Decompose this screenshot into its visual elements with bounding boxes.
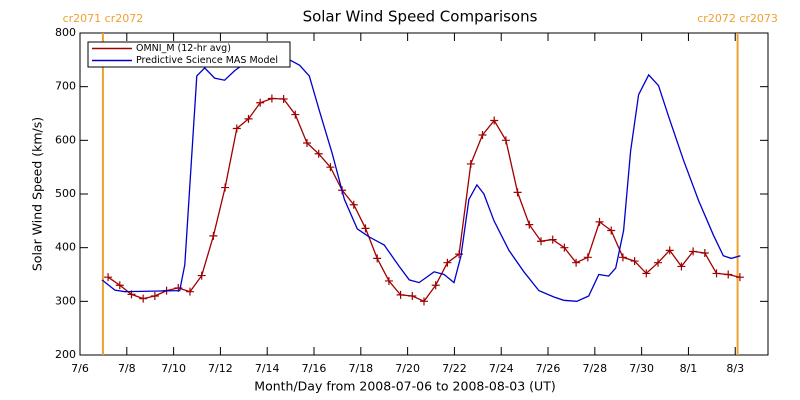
point-marker xyxy=(209,231,218,240)
series-line xyxy=(107,97,741,303)
point-marker xyxy=(735,273,744,282)
point-marker xyxy=(712,269,721,278)
y-tick-label: 300 xyxy=(55,294,76,307)
point-marker xyxy=(537,237,546,246)
x-tick-label: 8/1 xyxy=(680,362,698,375)
annotation: cr2071 cr2072 xyxy=(63,12,144,25)
x-tick-label: 8/3 xyxy=(726,362,744,375)
x-tick-label: 7/16 xyxy=(302,362,327,375)
x-tick-label: 7/28 xyxy=(582,362,607,375)
y-tick-label: 400 xyxy=(55,241,76,254)
point-marker xyxy=(665,246,674,255)
annotation: cr2072 cr2073 xyxy=(697,12,778,25)
point-marker xyxy=(548,235,557,244)
point-marker xyxy=(279,95,288,104)
x-tick-label: 7/8 xyxy=(118,362,136,375)
point-marker xyxy=(525,220,534,229)
x-tick-label: 7/10 xyxy=(161,362,186,375)
point-marker xyxy=(607,226,616,235)
x-tick-label: 7/18 xyxy=(348,362,373,375)
point-marker xyxy=(349,200,358,209)
series-line xyxy=(101,54,741,302)
x-tick-label: 7/26 xyxy=(536,362,561,375)
point-marker xyxy=(221,183,230,192)
point-marker xyxy=(431,281,440,290)
point-marker xyxy=(396,290,405,299)
point-marker xyxy=(654,258,663,267)
point-marker xyxy=(583,253,592,262)
point-marker xyxy=(572,258,581,267)
point-marker xyxy=(618,253,627,262)
legend-box xyxy=(87,41,291,68)
legend-label: Predictive Science MAS Model xyxy=(136,55,278,66)
point-marker xyxy=(373,254,382,263)
point-marker xyxy=(466,159,475,168)
point-marker xyxy=(244,114,253,123)
point-marker xyxy=(302,139,311,148)
point-marker xyxy=(104,273,113,282)
point-marker xyxy=(139,294,148,303)
point-marker xyxy=(724,270,733,279)
y-tick-label: 200 xyxy=(55,348,76,361)
point-marker xyxy=(314,149,323,158)
x-tick-label: 7/6 xyxy=(71,362,89,375)
x-tick-label: 7/22 xyxy=(442,362,467,375)
point-marker xyxy=(501,136,510,145)
x-axis-label: Month/Day from 2008-07-06 to 2008-08-03 … xyxy=(254,379,555,394)
point-marker xyxy=(326,163,335,172)
point-marker xyxy=(642,269,651,278)
point-marker xyxy=(689,247,698,256)
plot-frame xyxy=(79,32,769,356)
x-tick-label: 7/20 xyxy=(395,362,420,375)
y-axis-label: Solar Wind Speed (km/s) xyxy=(30,117,45,271)
point-marker xyxy=(478,130,487,139)
x-tick-label: 7/24 xyxy=(489,362,514,375)
point-marker xyxy=(115,281,124,290)
point-marker xyxy=(408,291,417,300)
point-marker xyxy=(677,262,686,271)
point-marker xyxy=(232,124,241,133)
x-tick-label: 7/14 xyxy=(255,362,280,375)
legend-label: OMNI_M (12-hr avg) xyxy=(136,43,231,54)
point-marker xyxy=(560,243,569,252)
point-marker xyxy=(197,271,206,280)
point-marker xyxy=(420,297,428,306)
point-marker xyxy=(185,287,194,296)
point-marker xyxy=(513,188,522,197)
y-tick-label: 700 xyxy=(55,80,76,93)
point-marker xyxy=(630,257,639,266)
x-tick-label: 7/12 xyxy=(208,362,233,375)
point-marker xyxy=(490,116,499,125)
y-tick-label: 800 xyxy=(55,26,76,39)
point-marker xyxy=(443,258,452,267)
point-marker xyxy=(291,110,300,119)
point-marker xyxy=(700,249,709,258)
point-marker xyxy=(256,98,265,107)
chart-title: Solar Wind Speed Comparisons xyxy=(303,8,538,26)
point-marker xyxy=(267,94,276,103)
y-tick-label: 500 xyxy=(55,187,76,200)
y-tick-label: 600 xyxy=(55,133,76,146)
point-marker xyxy=(384,276,393,285)
point-marker xyxy=(361,224,370,233)
x-tick-label: 7/30 xyxy=(629,362,654,375)
point-marker xyxy=(595,217,604,226)
point-marker xyxy=(150,291,159,300)
